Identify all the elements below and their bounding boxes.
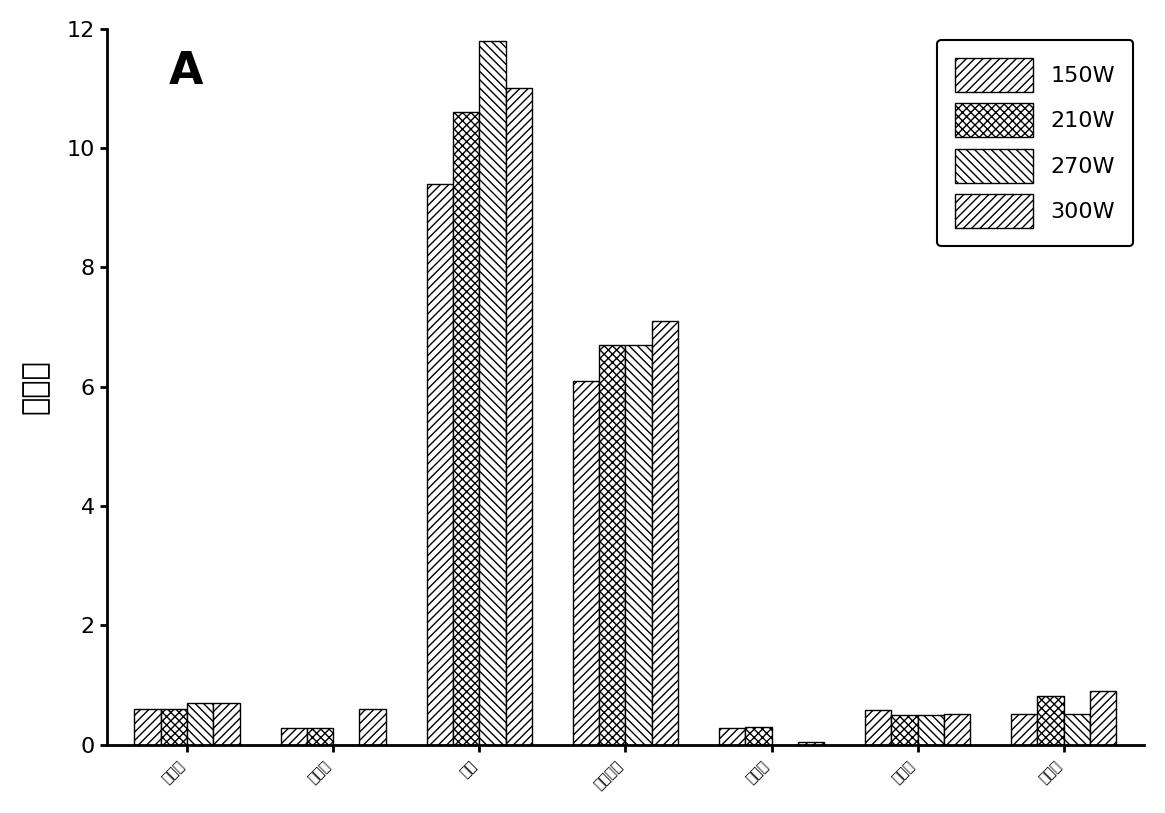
Bar [651,321,678,745]
Bar [188,703,213,745]
Bar [1064,714,1090,745]
Bar [213,703,240,745]
Bar [918,715,944,745]
Bar [506,89,532,745]
Bar [573,380,599,745]
Bar [1011,714,1038,745]
Bar [891,715,918,745]
Text: A: A [169,50,204,93]
Bar [798,741,824,745]
Bar [866,710,891,745]
Bar [944,714,970,745]
Bar [426,184,453,745]
Bar [599,345,626,745]
Bar [281,728,306,745]
Bar [453,112,479,745]
Bar [360,709,386,745]
Legend: 150W, 210W, 270W, 300W: 150W, 210W, 270W, 300W [938,40,1134,246]
Bar [746,727,771,745]
Bar [134,709,161,745]
Bar [161,709,188,745]
Bar [306,728,333,745]
Bar [719,728,746,745]
Bar [626,345,651,745]
Bar [479,41,506,745]
Y-axis label: 峰面积: 峰面积 [21,359,50,414]
Bar [1090,691,1116,745]
Bar [1038,696,1064,745]
